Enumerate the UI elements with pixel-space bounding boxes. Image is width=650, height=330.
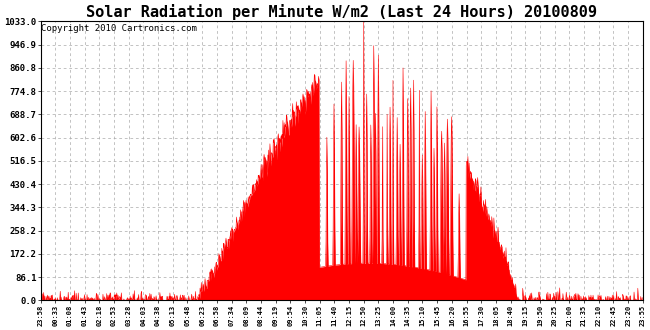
- Text: Copyright 2010 Cartronics.com: Copyright 2010 Cartronics.com: [41, 24, 197, 33]
- Title: Solar Radiation per Minute W/m2 (Last 24 Hours) 20100809: Solar Radiation per Minute W/m2 (Last 24…: [86, 4, 597, 20]
